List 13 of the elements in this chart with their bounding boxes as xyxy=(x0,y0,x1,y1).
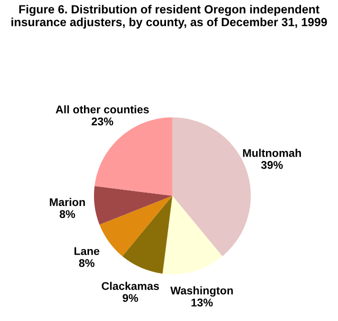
slice-label: Clackamas xyxy=(102,282,159,290)
slice-label: Marion xyxy=(50,198,85,206)
data-label: 23% xyxy=(92,118,114,126)
data-label: 8% xyxy=(79,259,94,267)
chart-title: Figure 6. Distribution of resident Oregon independent insurance adjusters, by county, as of December 31, 1999 xyxy=(11,4,327,29)
slice-label: Multnomah xyxy=(243,148,301,157)
slice-label: Lane xyxy=(74,247,100,256)
data-label: 9% xyxy=(122,294,138,302)
slice-label: Washington xyxy=(170,286,233,297)
data-label: 39% xyxy=(261,161,283,169)
data-label: 8% xyxy=(60,210,76,218)
slice-label: All other counties xyxy=(56,105,149,114)
data-label: 13% xyxy=(191,298,213,306)
